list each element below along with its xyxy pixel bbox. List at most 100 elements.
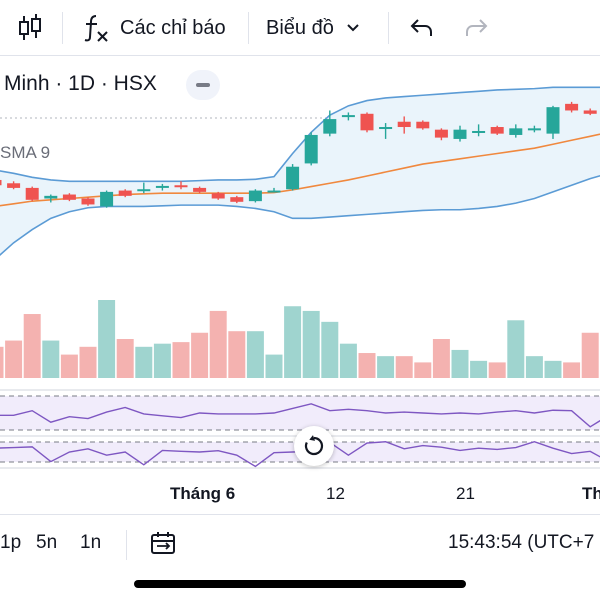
volume-bar: [5, 340, 23, 378]
candle-body: [81, 198, 95, 205]
volume-bar: [321, 321, 339, 378]
volume-bar: [432, 339, 450, 378]
minus-icon: [196, 83, 210, 87]
xaxis-label: 21: [456, 484, 475, 503]
candle-body: [193, 187, 207, 192]
home-indicator: [134, 580, 466, 588]
candle-body: [416, 121, 430, 129]
candle-body: [323, 119, 337, 134]
volume-bar: [395, 356, 413, 378]
chart-type-button[interactable]: Biểu đồ: [266, 8, 370, 48]
xaxis-label: 12: [326, 484, 345, 503]
candle-body: [509, 128, 523, 135]
volume-bar: [525, 356, 543, 378]
bollinger-band-fill: [0, 87, 600, 255]
candle-body: [546, 107, 560, 134]
range-1n-button[interactable]: 1n: [80, 532, 102, 553]
xaxis-label: Tháng 6: [170, 484, 236, 503]
volume-bar: [98, 300, 116, 378]
volume-bar: [339, 343, 357, 378]
candle-body: [230, 197, 244, 202]
volume-bar: [0, 346, 4, 378]
candle-body: [341, 115, 355, 118]
volume-bar: [191, 332, 209, 378]
candle-body: [565, 103, 579, 111]
symbol-title: Minh · 1D · HSX: [4, 72, 157, 95]
collapse-legend-button[interactable]: [186, 70, 220, 100]
volume-bar: [209, 310, 227, 378]
candle-body: [397, 121, 411, 128]
candle-body: [248, 190, 262, 202]
candle-body: [267, 190, 281, 193]
volume-bar: [563, 362, 581, 378]
toolbar-separator: [248, 12, 249, 44]
redo-button[interactable]: [456, 8, 496, 48]
top-toolbar: Các chỉ báo Biểu đồ: [0, 0, 600, 56]
price-chart[interactable]: [0, 56, 600, 480]
indicators-button[interactable]: Các chỉ báo: [82, 8, 230, 48]
volume-bar: [42, 340, 60, 378]
reset-chart-button[interactable]: [294, 426, 334, 466]
oscillator-1-line: [0, 403, 600, 428]
bottom-divider: [0, 514, 600, 515]
volume-bar: [507, 320, 525, 378]
toolbar-separator: [388, 12, 389, 44]
candle-body: [583, 110, 597, 114]
volume-bar: [414, 362, 432, 378]
volume-bar: [153, 343, 171, 378]
candle-body: [7, 183, 21, 188]
volume-bar: [544, 360, 562, 378]
redo-icon: [466, 19, 488, 36]
volume-bar: [284, 306, 302, 378]
undo-button[interactable]: [402, 8, 442, 48]
bollinger-lower-line: [0, 175, 600, 257]
volume-bar: [451, 349, 469, 378]
candle-body: [62, 194, 76, 200]
volume-bar: [135, 346, 153, 378]
toolbar-divider: [0, 55, 600, 56]
compare-icon: [151, 532, 175, 554]
volume-bar: [246, 331, 264, 378]
bottom-bar: 1p 5n 1n 15:43:54 (UTC+7: [0, 522, 600, 566]
bollinger-upper-line: [0, 86, 600, 183]
candle-body: [100, 191, 114, 207]
candle-body: [286, 166, 300, 190]
undo-icon: [410, 19, 432, 36]
clock-timezone[interactable]: 15:43:54 (UTC+7: [448, 532, 595, 553]
candle-body: [137, 189, 151, 192]
candle-body: [304, 134, 318, 164]
range-1p-button[interactable]: 1p: [0, 532, 22, 553]
indicators-label: Các chỉ báo: [120, 16, 226, 39]
volume-bar: [265, 354, 283, 378]
candle-body: [527, 128, 541, 131]
bottom-separator: [126, 530, 127, 560]
range-5n-button[interactable]: 5n: [36, 532, 58, 553]
volume-bar: [79, 346, 97, 378]
candle-body: [44, 195, 58, 199]
chevron-down-icon: [347, 24, 359, 32]
sma-legend[interactable]: SMA 9: [0, 143, 51, 162]
candle-body: [360, 113, 374, 131]
compare-button[interactable]: [150, 530, 176, 561]
volume-bar: [172, 342, 190, 378]
volume-bar: [116, 339, 134, 378]
candle-body: [25, 187, 39, 200]
candle-body: [490, 127, 504, 134]
candle-body: [0, 179, 2, 186]
volume-bar: [470, 360, 488, 378]
chart-type-label: Biểu đồ: [266, 16, 334, 39]
xaxis-label: Th: [582, 484, 600, 503]
symbol-header[interactable]: Minh · 1D · HSX: [0, 62, 157, 106]
volume-bar: [377, 356, 395, 378]
reset-icon: [304, 435, 324, 456]
candle-body: [453, 129, 467, 139]
candle-type-button[interactable]: [10, 8, 50, 48]
volume-bar: [488, 362, 506, 378]
toolbar-separator: [62, 12, 63, 44]
volume-bar: [23, 314, 41, 378]
candlestick-icon: [19, 14, 41, 40]
candle-body: [155, 185, 169, 188]
candle-body: [434, 129, 448, 138]
volume-bar: [358, 353, 376, 378]
volume-bar: [228, 331, 246, 378]
